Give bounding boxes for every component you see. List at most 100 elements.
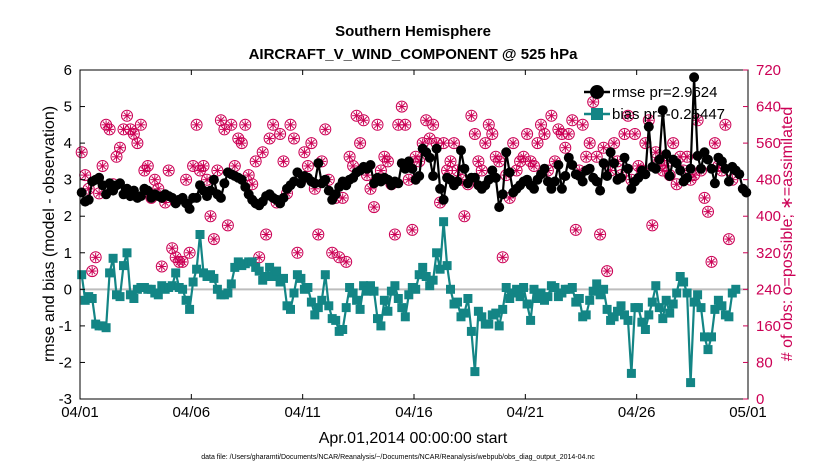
possible-obs-point [277, 155, 290, 168]
assimilated-obs-point [372, 120, 382, 130]
asterisk-stroke [321, 125, 329, 133]
assimilated-obs-point [209, 234, 219, 244]
asterisk-stroke [99, 162, 107, 170]
rmse-point [709, 178, 720, 189]
assimilated-obs-point [466, 111, 476, 121]
assimilated-obs-point [87, 266, 97, 276]
bias-point [616, 301, 626, 311]
assimilated-obs-point [470, 129, 480, 139]
assimilated-obs-point [306, 138, 316, 148]
bias-point [595, 290, 605, 300]
rmse-point [309, 178, 320, 189]
possible-obs-point [187, 160, 200, 172]
bias-point [289, 288, 299, 298]
rmse-point [741, 187, 752, 198]
possible-obs-point [121, 109, 133, 122]
rmse-point [428, 171, 439, 181]
assimilated-obs-point [195, 166, 205, 176]
x-tick-label: 04/01 [61, 404, 99, 421]
possible-obs-point [531, 137, 544, 150]
bias-point [717, 301, 727, 311]
rmse-point [560, 171, 571, 181]
assimilated-obs-point [292, 248, 302, 258]
possible-obs-point [253, 251, 266, 264]
asterisk-stroke [523, 130, 531, 138]
rmse-point [682, 172, 693, 183]
possible-obs-point [722, 233, 735, 246]
asterisk-stroke [213, 167, 221, 175]
asterisk-stroke [314, 230, 322, 239]
y2-tick-label: 480 [756, 172, 781, 189]
bias-point [303, 283, 313, 292]
bias-series [77, 217, 741, 388]
bias-point [550, 283, 560, 292]
y-tick-label: 3 [64, 172, 72, 189]
bias-point [279, 273, 288, 283]
rmse-point [320, 174, 331, 185]
bias-point [362, 286, 372, 296]
assimilated-obs-point [285, 120, 295, 130]
possible-obs-point [235, 137, 248, 150]
assimilated-obs-point [80, 170, 90, 180]
asterisk-stroke [485, 121, 493, 129]
y2-tick-label: 640 [756, 99, 781, 116]
assimilated-obs-point [379, 152, 389, 162]
asterisk-stroke [356, 139, 364, 147]
chart-subtitle: AIRCRAFT_V_WIND_COMPONENT @ 525 hPa [249, 46, 579, 63]
asterisk-stroke [304, 162, 312, 170]
rmse-point [313, 158, 324, 169]
asterisk-stroke [391, 230, 399, 239]
possible-obs-point [138, 164, 151, 177]
assimilated-obs-point [164, 166, 174, 176]
possible-obs-point [583, 137, 596, 150]
asterisk-stroke [113, 153, 121, 161]
assimilated-obs-point [477, 166, 487, 176]
bias-point [223, 288, 233, 298]
assimilated-obs-point [352, 111, 362, 121]
possible-obs-point [326, 246, 339, 259]
bias-point [453, 297, 462, 307]
possible-obs-point [423, 132, 436, 145]
asterisk-stroke [293, 249, 301, 257]
data-file-footnote: data file: /Users/gharamti/Documents/NCA… [201, 454, 595, 461]
assimilated-obs-point [536, 120, 546, 130]
asterisk-stroke [572, 226, 580, 234]
asterisk-stroke [527, 157, 535, 165]
rmse-point [706, 163, 717, 174]
assimilated-obs-point [359, 115, 369, 125]
bias-point [672, 288, 682, 298]
asterisk-stroke [106, 125, 114, 133]
assimilated-obs-point [567, 115, 577, 125]
asterisk-stroke [116, 144, 124, 152]
asterisk-stroke [624, 112, 632, 120]
rmse-point [94, 172, 105, 183]
y-tick-label: 6 [64, 62, 72, 79]
rmse-point [184, 203, 195, 214]
possible-obs-point [319, 123, 332, 136]
rmse-point [435, 183, 446, 194]
bias-point [588, 286, 598, 296]
bias-point [428, 275, 438, 285]
assimilated-obs-point [268, 120, 278, 130]
rmse-point [431, 143, 442, 154]
bias-point [320, 270, 330, 280]
y-tick-label: 4 [64, 135, 72, 152]
assimilated-obs-point [393, 120, 403, 130]
asterisk-stroke [596, 230, 604, 239]
bias-point [355, 304, 365, 314]
possible-obs-point [698, 191, 711, 204]
asterisk-stroke [460, 212, 468, 220]
asterisk-stroke [119, 125, 127, 133]
bias-point [536, 288, 546, 298]
bias-point [679, 277, 689, 287]
asterisk-stroke [707, 258, 715, 266]
rmse-point [616, 172, 626, 183]
bias-point [602, 304, 612, 314]
possible-obs-point [89, 251, 102, 264]
assimilated-obs-point [407, 225, 417, 235]
rmse-point [115, 178, 125, 189]
assimilated-obs-point [237, 138, 247, 148]
asterisk-stroke [516, 157, 524, 165]
assimilated-obs-point [181, 175, 191, 185]
asterisk-stroke [603, 267, 611, 275]
